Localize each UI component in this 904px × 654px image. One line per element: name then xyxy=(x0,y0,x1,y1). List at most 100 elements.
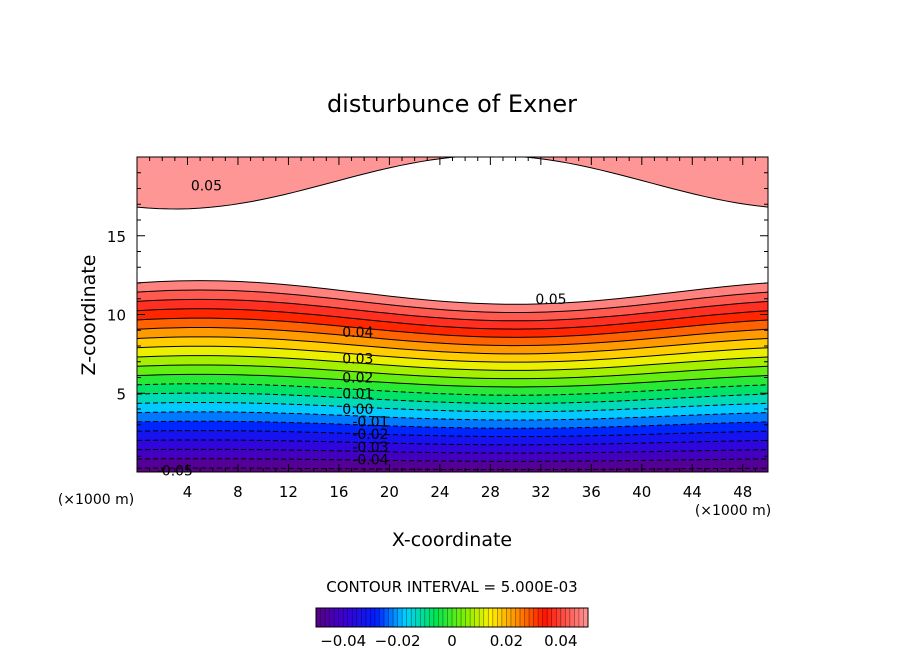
colorbar-cell xyxy=(569,608,575,627)
contour-band xyxy=(137,374,768,396)
colorbar-cell xyxy=(384,608,389,627)
contour-band xyxy=(137,393,768,412)
colorbar-cell xyxy=(538,608,543,627)
contour-band xyxy=(137,439,768,454)
colorbar-cell xyxy=(510,608,516,627)
contour-line xyxy=(137,336,768,355)
colorbar-cell xyxy=(497,608,503,627)
contour-line xyxy=(137,392,768,404)
colorbar xyxy=(315,608,589,627)
y-tick-label: 5 xyxy=(116,385,126,403)
contour-label: 0.02 xyxy=(342,371,373,387)
contour-label: -0.01 xyxy=(352,415,388,431)
colorbar-cell xyxy=(501,608,507,627)
colorbar-cell xyxy=(420,608,426,627)
colorbar-cell xyxy=(556,608,562,627)
x-tick-label: 16 xyxy=(329,483,348,501)
colorbar-cell xyxy=(320,608,326,627)
colorbar-cell xyxy=(578,608,584,627)
colorbar-cell xyxy=(397,608,403,627)
x-tick-label: 20 xyxy=(380,483,399,501)
contour-band xyxy=(137,327,768,354)
colorbar-cell xyxy=(551,608,557,627)
y-tick-label: 10 xyxy=(107,307,126,325)
contour-line xyxy=(137,280,768,305)
contour-band xyxy=(137,430,768,445)
colorbar-cell xyxy=(338,608,344,627)
colorbar-tick-label: −0.02 xyxy=(375,632,421,650)
colorbar-cell xyxy=(429,608,435,627)
contour-label: 0.00 xyxy=(342,402,373,418)
contour-band xyxy=(137,336,768,363)
contour-line xyxy=(137,439,768,446)
contour-label: 0.05 xyxy=(535,292,566,308)
colorbar-cell xyxy=(560,608,566,627)
colorbar-cell xyxy=(365,608,371,627)
contour-label: 0.03 xyxy=(342,352,373,368)
colorbar-cell xyxy=(329,608,335,627)
x-tick-label: 32 xyxy=(531,483,550,501)
colorbar-cell xyxy=(347,608,353,627)
colorbar-cell xyxy=(402,608,407,627)
colorbar-frame xyxy=(315,607,589,628)
colorbar-tick-label: −0.04 xyxy=(320,632,366,650)
colorbar-cell xyxy=(506,608,512,627)
colorbar-cell xyxy=(447,608,453,627)
colorbar-cell xyxy=(533,608,539,627)
contour-interval-text: CONTOUR INTERVAL = 5.000E-03 xyxy=(326,578,577,596)
contour-label: -0.04 xyxy=(352,452,388,468)
colorbar-cell xyxy=(370,608,376,627)
x-tick-label: 8 xyxy=(233,483,243,501)
colorbar-cell xyxy=(547,608,553,627)
colorbar-cell xyxy=(479,608,485,627)
y-axis-label: Z-coordinate xyxy=(78,255,100,376)
colorbar-cell xyxy=(515,608,521,627)
contour-line xyxy=(137,411,768,421)
contour-line xyxy=(137,373,768,388)
colorbar-cell xyxy=(433,608,439,627)
contour-line xyxy=(137,289,768,314)
contour-fill xyxy=(137,157,768,472)
x-tick-label: 28 xyxy=(481,483,500,501)
contour-line xyxy=(137,401,768,413)
contour-label: 0.04 xyxy=(342,325,373,341)
colorbar-cell xyxy=(393,608,398,627)
x-tick-label: 12 xyxy=(279,483,298,501)
x-unit-label: (×1000 m) xyxy=(695,503,771,519)
colorbar-cell xyxy=(334,608,339,627)
colorbar-cell xyxy=(461,608,466,627)
colorbar-cell xyxy=(442,608,448,627)
contour-line xyxy=(137,298,768,322)
contour-line xyxy=(137,317,768,338)
y-tick-label: 15 xyxy=(107,228,126,246)
colorbar-cell xyxy=(424,608,430,627)
colorbar-tick-label: 0 xyxy=(447,632,457,650)
y-unit-label: (×1000 m) xyxy=(58,492,134,508)
colorbar-cell xyxy=(565,608,571,627)
contour-line xyxy=(137,448,768,454)
x-tick-label: 40 xyxy=(632,483,651,501)
contour-band xyxy=(137,290,768,321)
colorbar-cell xyxy=(470,608,475,627)
colorbar-cell xyxy=(361,608,367,627)
contour-line xyxy=(137,355,768,371)
contour-line xyxy=(137,364,768,380)
colorbar-cell xyxy=(583,608,589,627)
contour-band xyxy=(137,364,768,387)
contour-band xyxy=(137,383,768,404)
colorbar-cell xyxy=(379,608,385,627)
contour-line xyxy=(137,326,768,347)
colorbar-cell xyxy=(415,608,421,627)
contour-label: -0.03 xyxy=(352,440,388,456)
contour-band xyxy=(137,411,768,429)
colorbar-cell xyxy=(456,608,462,627)
colorbar-cell xyxy=(406,608,412,627)
colorbar-cell xyxy=(343,608,349,627)
contour-line xyxy=(137,308,768,330)
colorbar-cell xyxy=(474,608,480,627)
contour-line xyxy=(137,420,768,429)
colorbar-cell xyxy=(520,608,525,627)
contour-line xyxy=(137,383,768,396)
